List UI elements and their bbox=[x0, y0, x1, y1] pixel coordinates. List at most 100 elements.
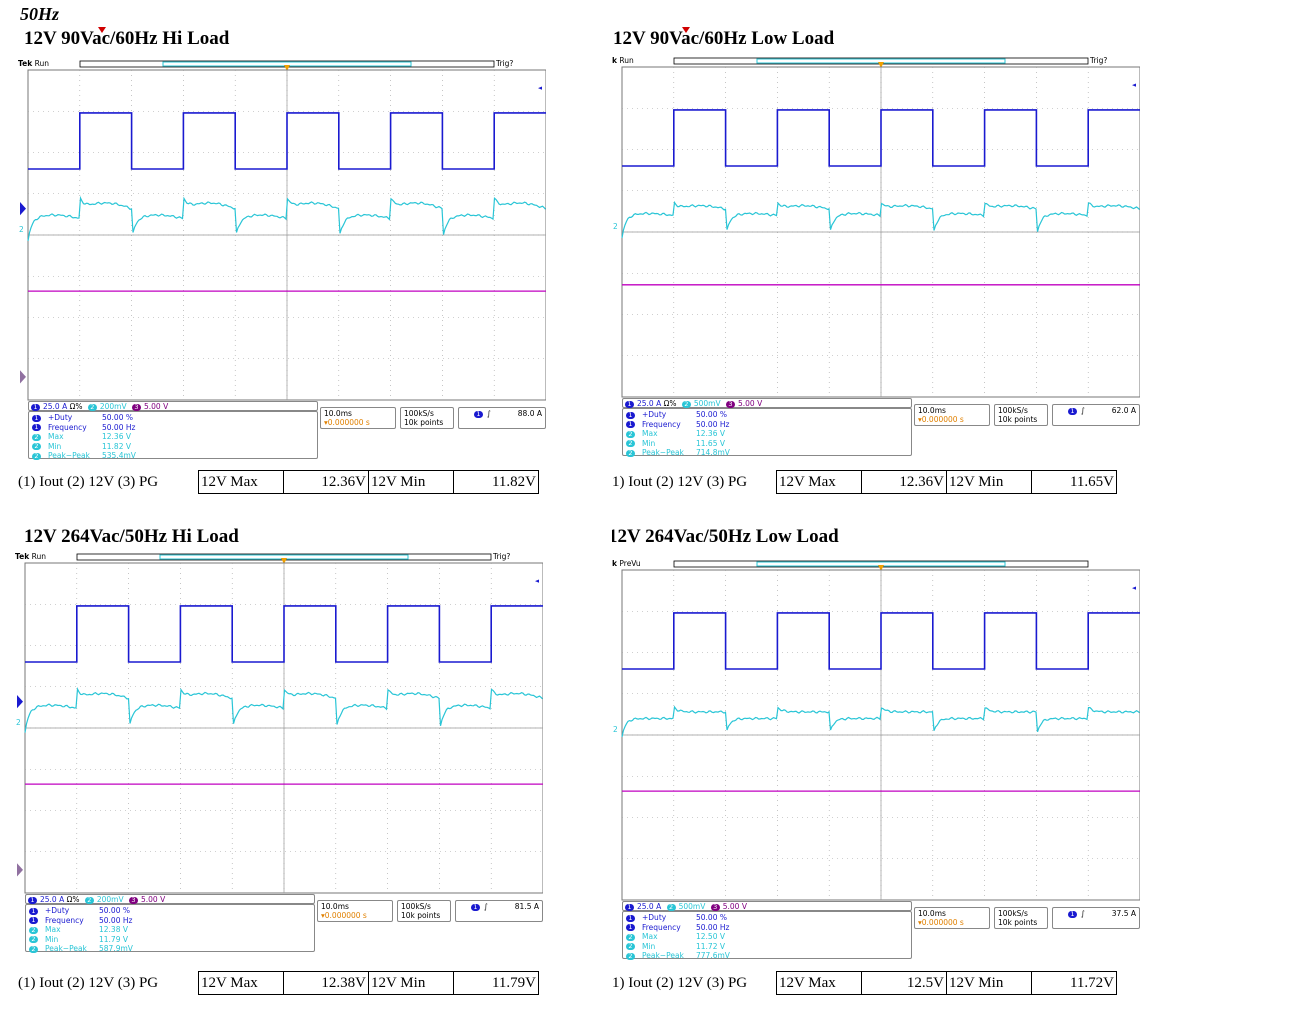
scope-run-state: Run bbox=[32, 59, 49, 68]
result-table: 12V Max 12.5V 12V Min 11.72V bbox=[776, 971, 1117, 995]
result-table: 12V Max 12.36V 12V Min 11.65V bbox=[776, 470, 1117, 494]
measurement-channel-badge: 1 bbox=[626, 914, 635, 922]
ch2-scale: 500mV bbox=[678, 902, 708, 911]
measurement-label: Max bbox=[642, 429, 658, 438]
measurement-channel-badge: 1 bbox=[626, 924, 635, 931]
measurement-panel: 1 +Duty 50.00 % 1 Frequency 50.00 Hz 2 Max 12.50… bbox=[622, 911, 912, 960]
measurement-label: Frequency bbox=[48, 422, 87, 432]
rising-edge-icon: ∫ bbox=[1081, 406, 1085, 415]
ch1-badge: 1 bbox=[31, 404, 40, 411]
measurement-channel-badge: 1 bbox=[29, 917, 38, 924]
measurement-channel-badge: 2 bbox=[29, 945, 38, 953]
oscilloscope-screen: Tek Run Trig? 2 1 25.0 A Ω% 2 200mV 3 5.00 V 1 +… bbox=[18, 59, 546, 460]
ch1-scale: 25.0 A bbox=[637, 902, 664, 911]
measurement-channel-badge: 2 bbox=[626, 449, 635, 457]
trigger-source-badge: 1 bbox=[471, 904, 480, 911]
measurement-label: Peak−Peak bbox=[45, 944, 87, 953]
measurement-label: Peak−Peak bbox=[642, 951, 684, 960]
measurement-row: 1 Frequency 50.00 Hz bbox=[626, 420, 908, 430]
rising-edge-icon: ∫ bbox=[484, 902, 488, 911]
measurement-label: Peak−Peak bbox=[48, 451, 90, 460]
trigger-status: Trig? bbox=[1090, 56, 1108, 65]
scope-status-header: k PreVu bbox=[612, 559, 641, 568]
trigger-source-badge: 1 bbox=[474, 411, 483, 418]
scope-run-state: Run bbox=[29, 552, 46, 561]
trigger-position: ▾0.000000 s bbox=[324, 418, 370, 427]
max-value: 12.36V bbox=[283, 470, 369, 494]
ch3-badge: 3 bbox=[129, 897, 138, 904]
trigger-level: 88.0 A bbox=[517, 409, 542, 418]
measurement-channel-badge: 2 bbox=[32, 452, 41, 460]
result-table: 12V Max 12.36V 12V Min 11.82V bbox=[198, 470, 539, 494]
scope-status-header: Tek Run bbox=[15, 552, 46, 561]
sample-rate: 100kS/s bbox=[401, 902, 431, 911]
measurement-channel-badge: 1 bbox=[626, 411, 635, 419]
measurement-label: Frequency bbox=[642, 922, 681, 932]
scope-run-state: PreVu bbox=[617, 559, 641, 568]
measurement-value: 50.00 % bbox=[696, 913, 727, 922]
measurement-value: 587.9mV bbox=[99, 944, 133, 953]
cursor-marker bbox=[682, 27, 690, 33]
timebase-box: 10.0ms ▾0.000000 s bbox=[317, 900, 393, 922]
ch1-coupling: Ω% bbox=[66, 895, 82, 904]
scope-status-header: Tek Run bbox=[18, 59, 49, 68]
measurement-panel: 1 +Duty 50.00 % 1 Frequency 50.00 Hz 2 Max 12.36… bbox=[622, 408, 912, 457]
ch3-scale: 5.00 V bbox=[722, 902, 747, 911]
ch2-ground-marker: 2 bbox=[16, 718, 21, 728]
max-label: 12V Max bbox=[776, 470, 862, 494]
measurement-label: Max bbox=[48, 432, 64, 441]
measurement-value: 50.00 % bbox=[99, 906, 130, 915]
trigger-box: 1 ∫ 37.5 A bbox=[1052, 907, 1140, 929]
scope-brand: Tek bbox=[15, 552, 30, 561]
measurement-label: Min bbox=[45, 934, 59, 944]
measurement-channel-badge: 1 bbox=[32, 424, 41, 431]
measurement-channel-badge: 2 bbox=[29, 936, 38, 943]
measurement-row: 2 Min 11.79 V bbox=[29, 935, 311, 945]
ch3-scale: 5.00 V bbox=[144, 402, 169, 411]
measurement-row: 2 Peak−Peak 587.9mV bbox=[29, 944, 311, 954]
rising-edge-icon: ∫ bbox=[487, 409, 491, 418]
trace-caption: (1) Iout (2) 12V (3) PG bbox=[18, 975, 159, 991]
ch1-badge: 1 bbox=[28, 897, 37, 904]
min-value: 11.79V bbox=[453, 971, 539, 995]
record-length: 10k points bbox=[998, 918, 1038, 927]
measurement-value: 11.72 V bbox=[696, 941, 725, 951]
measurement-row: 2 Max 12.36 V bbox=[626, 429, 908, 439]
timebase-value: 10.0ms bbox=[918, 909, 946, 918]
measurement-label: +Duty bbox=[642, 913, 667, 922]
measurement-row: 1 Frequency 50.00 Hz bbox=[29, 916, 311, 926]
ch2-ground-marker: 2 bbox=[613, 222, 618, 232]
ch2-badge: 2 bbox=[666, 904, 676, 911]
record-length: 10k points bbox=[404, 418, 444, 427]
panel-title: 12V 90Vac/60Hz Low Load bbox=[613, 28, 835, 49]
measurement-label: Max bbox=[45, 925, 61, 934]
ch2-trace bbox=[27, 195, 546, 242]
trigger-level-marker bbox=[538, 86, 542, 90]
acquisition-box: 100kS/s 10k points bbox=[994, 404, 1048, 426]
ch3-ground-marker bbox=[17, 863, 23, 877]
measurement-value: 12.50 V bbox=[696, 932, 725, 941]
trigger-source-badge: 1 bbox=[1068, 408, 1077, 415]
measurement-panel: 1 +Duty 50.00 % 1 Frequency 50.00 Hz 2 Max 12.38… bbox=[25, 904, 315, 954]
oscilloscope-screen: k PreVu 2 1 25.0 A 2 500mV 3 5.00 V 1 +Duty 50.0… bbox=[612, 559, 1140, 960]
panel-title: 12V 90Vac/60Hz Hi Load bbox=[24, 28, 230, 49]
measurement-row: 2 Min 11.65 V bbox=[626, 439, 908, 449]
scope-brand: Tek bbox=[18, 59, 33, 68]
measurement-channel-badge: 2 bbox=[626, 943, 635, 950]
measurement-row: 2 Min 11.72 V bbox=[626, 942, 908, 952]
trigger-level: 81.5 A bbox=[514, 902, 539, 911]
trigger-level-marker bbox=[1132, 83, 1136, 87]
scope-brand: k bbox=[612, 559, 617, 568]
trigger-position: ▾0.000000 s bbox=[321, 911, 367, 920]
ch1-badge: 1 bbox=[625, 401, 634, 408]
trigger-marker bbox=[284, 65, 290, 71]
measurement-row: 1 Frequency 50.00 Hz bbox=[32, 423, 314, 433]
ch2-trace bbox=[621, 200, 1140, 239]
max-label: 12V Max bbox=[198, 470, 284, 494]
measurement-row: 2 Peak−Peak 535.4mV bbox=[32, 451, 314, 461]
timebase-value: 10.0ms bbox=[321, 902, 349, 911]
measurement-channel-badge: 2 bbox=[32, 433, 41, 441]
trace-caption: 1) Iout (2) 12V (3) PG bbox=[612, 474, 748, 490]
measurement-channel-badge: 2 bbox=[32, 443, 41, 450]
measurement-label: Frequency bbox=[45, 915, 84, 925]
